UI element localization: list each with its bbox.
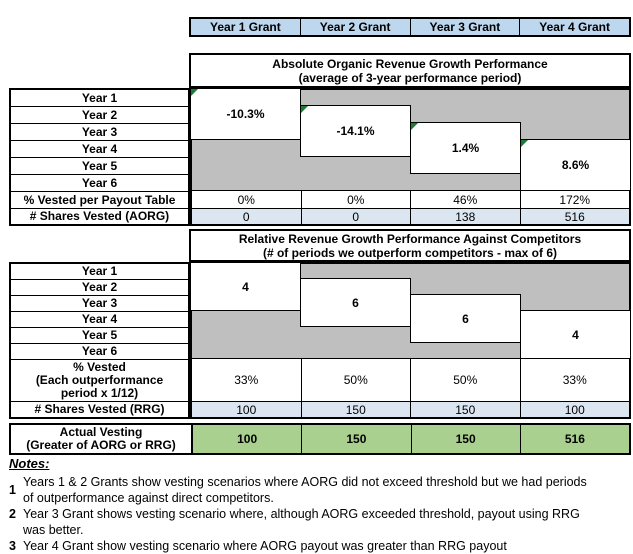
note-text: Year 3 Grant shows vesting scenario wher… [23,507,580,537]
grant-header-year3: Year 3 Grant [409,19,520,35]
notes-section: Notes: 1 Years 1 & 2 Grants show vesting… [9,456,591,554]
aorg-grant-value: 1.4% [451,141,480,155]
rrg-title-line1: Relative Revenue Growth Performance Agai… [238,231,582,246]
note-number: 3 [9,539,16,553]
formula-indicator-icon [301,106,308,113]
grant-header-row: Year 1 Grant Year 2 Grant Year 3 Grant Y… [189,17,631,37]
rrg-pct-label-line3: period x 1/12) [60,386,139,400]
grant-header-year4: Year 4 Grant [519,19,629,35]
aorg-value-cell-grant2: -14.1% [300,105,411,157]
aorg-grant-value: -14.1% [336,124,375,138]
aorg-pct-value: 0% [300,191,411,208]
formula-indicator-icon [191,89,198,96]
rrg-value-cell-grant3: 6 [410,294,521,343]
aorg-pct-row: 0% 0% 46% 172% [192,191,629,209]
actual-vesting-label: Actual Vesting (Greater of AORG or RRG) [11,425,192,453]
rrg-year-label: Year 4 [11,312,188,328]
aorg-year-label: Year 3 [11,124,188,141]
notes-title: Notes: [9,456,50,471]
rrg-pct-value: 50% [410,359,520,401]
aorg-value-cell-grant4: 8.6% [520,139,631,191]
rrg-pct-row: 33% 50% 50% 33% [192,359,629,402]
aorg-title-line2: (average of 3-year performance period) [298,70,522,85]
aorg-shares-value: 516 [519,209,630,224]
note-item-3: 3 Year 4 Grant show vesting scenario whe… [9,538,591,554]
aorg-shares-value: 0 [242,209,250,224]
aorg-shares-row-label: # Shares Vested (AORG) [29,209,170,223]
rrg-pct-value: 33% [519,359,630,401]
actual-vesting-label-line1: Actual Vesting [59,425,143,439]
aorg-section-header: Absolute Organic Revenue Growth Performa… [189,53,631,88]
note-text: Years 1 & 2 Grants show vesting scenario… [23,475,587,505]
aorg-shares-value: 0 [300,209,411,224]
rrg-year-label: Year 2 [11,280,188,296]
aorg-value-cell-grant3: 1.4% [410,122,521,174]
actual-vesting-value: 100 [192,425,302,453]
note-number: 1 [9,483,16,497]
rrg-value-cell-grant1: 4 [190,262,301,311]
rrg-year-label: Year 6 [11,344,188,360]
rrg-year-label: Year 3 [11,296,188,312]
rrg-pct-label-line2: (Each outperformance [35,373,164,387]
aorg-pct-value: 46% [410,191,520,208]
rrg-shares-value: 100 [236,402,257,417]
aorg-shares-row: 0 0 138 516 [192,209,629,224]
grant-header-year2: Year 2 Grant [299,19,410,35]
rrg-shares-row: 100 150 150 100 [192,402,629,417]
actual-vesting-value: 150 [301,425,411,453]
rrg-section-header: Relative Revenue Growth Performance Agai… [189,229,631,262]
aorg-grant-value: 8.6% [561,158,590,172]
actual-vesting-value: 516 [519,425,629,453]
aorg-label-column: Year 1 Year 2 Year 3 Year 4 Year 5 Year … [9,88,190,226]
formula-indicator-icon [521,140,528,147]
rrg-year-label: Year 5 [11,328,188,344]
rrg-grant-value: 4 [242,279,249,294]
rrg-shares-value: 150 [410,402,520,417]
rrg-pct-value: 33% [234,373,259,387]
note-text: Year 4 Grant show vesting scenario where… [23,539,507,553]
rrg-value-cell-grant2: 6 [300,278,411,327]
aorg-year-label: Year 4 [11,141,188,158]
note-item-1: 1 Years 1 & 2 Grants show vesting scenar… [9,474,591,506]
aorg-grant-value: -10.3% [226,107,265,121]
grant-header-year1: Year 1 Grant [210,20,281,34]
aorg-year-label: Year 6 [11,175,188,192]
rrg-pct-label-line1: % Vested [73,360,126,374]
aorg-pct-value: 172% [519,191,630,208]
formula-indicator-icon [411,123,418,130]
note-item-2: 2 Year 3 Grant shows vesting scenario wh… [9,506,591,538]
aorg-pct-row-label: % Vested per Payout Table [11,192,188,209]
actual-vesting-label-line2: (Greater of AORG or RRG) [26,438,176,452]
rrg-year-label: Year 1 [11,264,188,280]
rrg-value-cell-grant4: 4 [520,310,631,359]
rrg-grant-value: 6 [352,295,359,310]
rrg-pct-row-label: % Vested (Each outperformance period x 1… [11,360,188,402]
actual-vesting-value: 150 [410,425,520,453]
aorg-pct-value: 0% [237,192,255,207]
rrg-title-line2: (# of periods we outperform competitors … [262,245,558,260]
note-number: 2 [9,507,16,521]
rrg-shares-value: 150 [300,402,411,417]
aorg-value-cell-grant1: -10.3% [190,88,301,140]
rrg-grant-value: 4 [572,327,579,342]
rrg-shares-value: 100 [519,402,630,417]
rrg-shares-row-label: # Shares Vested (RRG) [34,402,165,416]
aorg-year-label: Year 5 [11,158,188,175]
rrg-label-column: Year 1 Year 2 Year 3 Year 4 Year 5 Year … [9,262,190,419]
rrg-pct-value: 50% [300,359,411,401]
aorg-title-line1: Absolute Organic Revenue Growth Performa… [272,56,548,71]
aorg-shares-value: 138 [410,209,520,224]
aorg-year-label: Year 2 [11,107,188,124]
actual-vesting-row: Actual Vesting (Greater of AORG or RRG) … [9,423,631,455]
rrg-grant-value: 6 [462,311,469,326]
aorg-year-label: Year 1 [11,90,188,107]
